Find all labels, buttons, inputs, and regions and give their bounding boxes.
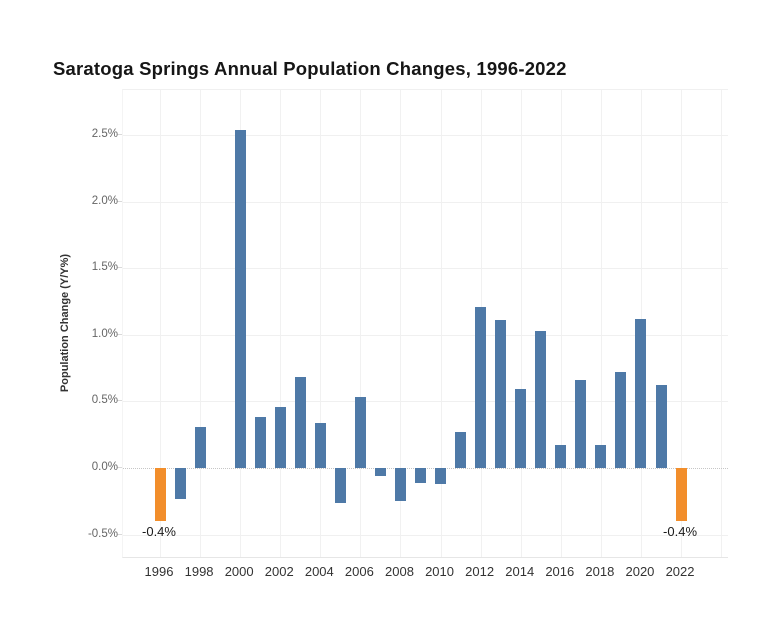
v-gridline (440, 90, 442, 557)
h-gridline (123, 401, 728, 403)
bar-2000[interactable] (234, 129, 246, 468)
bar-2012[interactable] (475, 306, 487, 468)
h-gridline (123, 268, 728, 270)
x-tick-label: 2018 (585, 564, 615, 579)
x-tick-label: 2002 (264, 564, 294, 579)
bar-2009[interactable] (415, 468, 427, 483)
x-tick-label: 2014 (505, 564, 535, 579)
bar-2001[interactable] (254, 417, 266, 468)
bar-2006[interactable] (354, 397, 366, 468)
x-tick-label: 2008 (385, 564, 414, 579)
v-gridline (280, 90, 282, 557)
bar-2018[interactable] (595, 445, 607, 468)
y-tick-mark (117, 200, 122, 202)
bar-2019[interactable] (615, 372, 627, 468)
bar-1996[interactable] (154, 468, 166, 522)
y-tick-mark (117, 267, 122, 269)
y-tick-mark (117, 533, 122, 535)
bar-2016[interactable] (555, 445, 567, 468)
bar-2020[interactable] (635, 318, 647, 468)
bar-2005[interactable] (334, 468, 346, 503)
v-gridline (400, 90, 402, 557)
v-gridline (600, 90, 602, 557)
bar-2002[interactable] (274, 406, 286, 468)
bar-2017[interactable] (575, 380, 587, 468)
y-tick-mark (117, 333, 122, 335)
h-gridline (123, 334, 728, 336)
v-gridline (681, 90, 683, 557)
x-tick-label: 2016 (545, 564, 575, 579)
v-gridline (360, 90, 362, 557)
y-tick-label: 1.0% (91, 327, 118, 340)
bar-2007[interactable] (374, 468, 386, 476)
v-gridline (721, 90, 723, 557)
v-gridline (520, 90, 522, 557)
h-gridline (123, 135, 728, 136)
annotation-1996: -0.4% (142, 524, 176, 540)
bar-2014[interactable] (515, 389, 527, 468)
x-tick-label: 2004 (304, 564, 334, 579)
bar-2015[interactable] (535, 330, 547, 468)
h-gridline (123, 201, 728, 203)
bar-2010[interactable] (435, 468, 447, 484)
plot-area (122, 89, 728, 558)
bar-2008[interactable] (394, 468, 406, 502)
bar-1998[interactable] (194, 426, 206, 468)
y-tick-label: -0.5% (87, 527, 118, 540)
v-gridline (560, 90, 562, 557)
bar-2022[interactable] (675, 468, 687, 522)
h-gridline (123, 534, 728, 536)
y-tick-label: 2.0% (91, 194, 118, 207)
y-tick-label: 1.5% (91, 261, 118, 274)
bar-2013[interactable] (495, 320, 507, 468)
y-tick-mark (117, 467, 122, 468)
x-tick-label: 1998 (184, 564, 214, 579)
y-tick-label: 2.5% (91, 128, 118, 140)
chart-title: Saratoga Springs Annual Population Chang… (53, 58, 567, 79)
y-tick-mark (117, 134, 122, 135)
bar-2004[interactable] (314, 422, 326, 468)
annotation-2022: -0.4% (663, 524, 698, 540)
y-tick-label: 0.5% (91, 394, 118, 407)
y-tick-label: 0.0% (91, 461, 118, 473)
x-tick-label: 2006 (344, 564, 374, 579)
v-gridline (200, 90, 202, 557)
x-tick-label: 2020 (625, 564, 655, 579)
x-tick-label: 2010 (425, 564, 454, 579)
v-gridline (320, 90, 322, 557)
x-tick-label: 2000 (224, 564, 254, 579)
v-gridline (160, 90, 161, 557)
x-tick-label: 2022 (665, 564, 695, 579)
x-tick-label: 1996 (144, 564, 174, 579)
bar-2021[interactable] (655, 385, 667, 468)
y-tick-mark (117, 400, 122, 402)
bar-2003[interactable] (294, 377, 306, 468)
bar-1997[interactable] (174, 468, 186, 499)
bar-2011[interactable] (455, 432, 467, 468)
x-tick-label: 2012 (465, 564, 495, 579)
